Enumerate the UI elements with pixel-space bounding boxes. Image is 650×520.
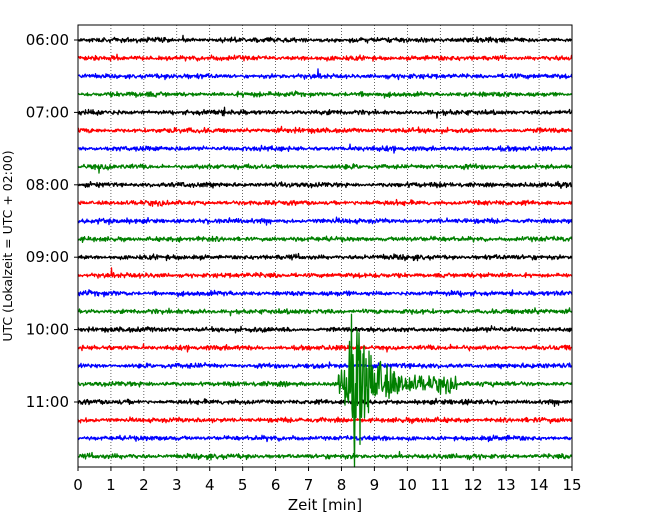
seismic-trace — [77, 307, 573, 317]
seismic-trace — [77, 416, 573, 425]
y-tick-label: 08:00 — [26, 176, 69, 194]
y-axis-ticks: 06:00 07:00 08:00 09:00 10:00 11:00 — [26, 31, 78, 411]
x-axis-label: Zeit [min] — [288, 496, 362, 514]
y-tick-label: 09:00 — [26, 248, 69, 266]
seismic-trace — [77, 325, 573, 334]
seismic-trace — [77, 125, 573, 135]
x-tick-label: 3 — [172, 476, 182, 494]
seismic-trace — [77, 434, 573, 443]
x-tick-label: 11 — [431, 476, 450, 494]
seismic-trace — [77, 143, 573, 154]
x-tick-label: 5 — [238, 476, 248, 494]
seismic-trace — [77, 68, 573, 81]
seismic-trace — [77, 267, 573, 279]
seismic-trace — [77, 235, 573, 243]
y-tick-label: 10:00 — [26, 321, 69, 339]
x-tick-label: 4 — [205, 476, 215, 494]
seismic-trace — [77, 180, 573, 189]
seismic-trace — [77, 34, 573, 44]
x-tick-label: 9 — [370, 476, 380, 494]
x-axis-ticks: 0 1 2 3 4 5 6 7 8 9 10 11 12 13 14 15 — [73, 467, 582, 494]
x-tick-label: 14 — [530, 476, 549, 494]
plot-frame — [77, 24, 573, 468]
seismic-trace — [77, 450, 573, 461]
seismic-trace — [77, 313, 573, 468]
seismic-trace — [77, 397, 573, 407]
seismic-trace — [77, 343, 573, 353]
x-tick-label: 8 — [337, 476, 347, 494]
y-tick-label: 07:00 — [26, 103, 69, 121]
x-tick-label: 7 — [304, 476, 314, 494]
x-tick-label: 0 — [73, 476, 83, 494]
seismic-trace — [77, 252, 573, 262]
seismic-trace — [77, 289, 573, 298]
y-tick-label: 11:00 — [26, 393, 69, 411]
seismic-trace — [77, 53, 573, 62]
x-tick-label: 10 — [398, 476, 417, 494]
y-tick-label: 06:00 — [26, 31, 69, 49]
seismic-trace — [77, 106, 573, 119]
seismic-trace — [77, 163, 573, 174]
x-tick-label: 1 — [106, 476, 116, 494]
x-tick-label: 2 — [139, 476, 149, 494]
seismic-trace — [77, 361, 573, 370]
seismic-trace — [77, 90, 573, 99]
x-tick-label: 15 — [562, 476, 581, 494]
seismic-traces — [77, 34, 573, 468]
seismic-trace — [77, 216, 573, 226]
seismic-trace — [77, 198, 573, 207]
y-axis-label: UTC (Lokalzeit = UTC + 02:00) — [0, 150, 15, 341]
x-tick-label: 13 — [497, 476, 516, 494]
x-tick-label: 6 — [271, 476, 281, 494]
x-tick-label: 12 — [464, 476, 483, 494]
